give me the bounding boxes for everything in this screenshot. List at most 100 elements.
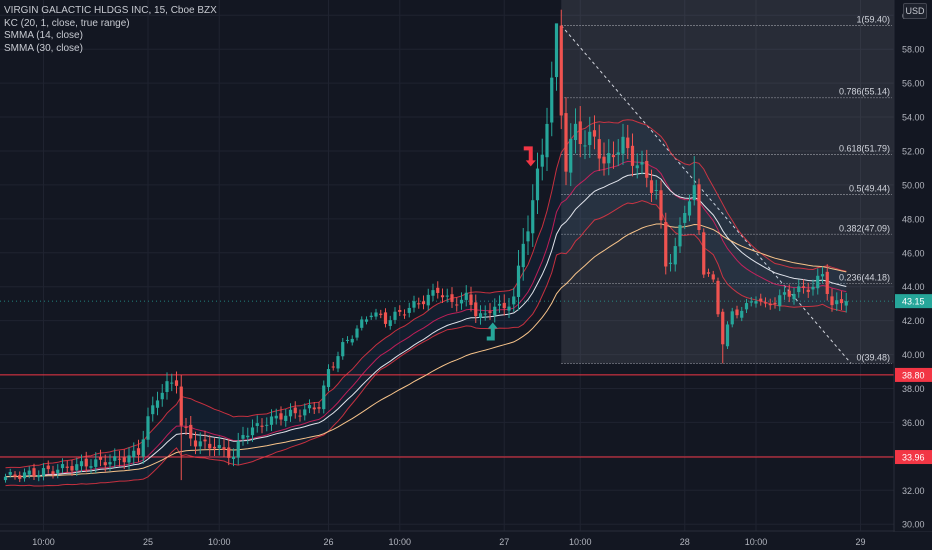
candle-body <box>37 475 41 478</box>
candle-body <box>288 409 293 417</box>
candle-body <box>478 313 483 318</box>
candle-body <box>198 441 202 447</box>
candle-body <box>189 424 193 439</box>
candle-body <box>136 448 141 455</box>
candle-body <box>545 123 549 158</box>
candle-body <box>597 139 601 159</box>
time-tick-label: 29 <box>855 537 865 547</box>
candle-body <box>749 301 753 303</box>
candle-body <box>464 292 468 300</box>
candle-body <box>279 413 283 420</box>
candle-body <box>440 295 445 298</box>
candle-body <box>94 459 98 467</box>
candle-body <box>540 154 544 167</box>
candle-body <box>820 274 825 277</box>
indicator-kc[interactable]: KC (20, 1, close, true range) <box>4 17 130 29</box>
candle-body <box>735 309 739 316</box>
indicator-smma-14[interactable]: SMMA (14, close) <box>4 30 83 41</box>
candle-body <box>630 145 635 166</box>
time-tick-label: 10:00 <box>388 537 411 547</box>
candle-body <box>721 311 725 345</box>
candle-body <box>355 328 359 338</box>
candle-body <box>184 426 188 428</box>
fib-level-label: 1(59.40) <box>856 14 890 24</box>
candle-body <box>46 465 50 470</box>
fibonacci-labels: 1(59.40) 0.786(55.14) 0.618(51.79) 0.5(49.4… <box>839 14 890 362</box>
time-axis: 10:00 25 10:00 26 10:00 27 10:00 28 10:00 29 <box>0 532 932 550</box>
candle-body <box>706 272 711 274</box>
candle-body <box>227 447 231 458</box>
candle-body <box>692 185 696 201</box>
candle-body <box>127 455 131 463</box>
candle-body <box>702 232 706 275</box>
candle-body <box>113 456 117 461</box>
fib-level-label: 0.618(51.79) <box>839 144 890 154</box>
candle-body <box>649 180 654 193</box>
smma-30-line <box>5 223 847 478</box>
candle-body <box>474 302 478 317</box>
indicator-smma-30[interactable]: SMMA (30, close) <box>4 42 83 54</box>
candle-body <box>531 200 535 234</box>
candle-body <box>559 25 563 116</box>
candle-body <box>231 456 236 459</box>
price-tick-label: 58.00 <box>902 45 925 55</box>
price-tick-label: 44.00 <box>902 282 925 292</box>
candle-body <box>516 265 521 298</box>
candle-body <box>269 416 274 425</box>
price-tick-label: 56.00 <box>902 79 925 89</box>
candle-body <box>436 287 440 293</box>
candle-body <box>635 165 639 169</box>
candle-body <box>22 472 27 479</box>
price-tick-label: 50.00 <box>902 180 925 190</box>
candle-body <box>445 295 449 297</box>
candle-body <box>450 294 454 302</box>
candle-body <box>364 319 369 322</box>
candlesticks <box>3 9 848 483</box>
candle-body <box>350 338 354 343</box>
candle-body <box>260 425 264 427</box>
candle-body <box>839 299 844 304</box>
currency-button[interactable]: USD <box>903 3 927 19</box>
candle-body <box>398 310 402 312</box>
kc-upper-line <box>5 119 847 469</box>
candle-body <box>806 289 810 292</box>
fib-level-label: 0.786(55.14) <box>839 87 890 97</box>
price-tick-label: 42.00 <box>902 316 925 326</box>
candle-body <box>550 77 554 123</box>
time-axis-bg <box>0 532 932 550</box>
candle-body <box>583 145 587 147</box>
candle-body <box>797 286 801 293</box>
time-tick-label: 26 <box>323 537 333 547</box>
candle-body <box>341 342 345 357</box>
kc-lower-line <box>5 200 847 487</box>
candle-body <box>792 293 796 300</box>
candle-body <box>825 271 829 294</box>
level-price-label: 38.80 <box>902 370 925 380</box>
candle-body <box>222 447 226 450</box>
candle-body <box>402 314 407 316</box>
candle-body <box>611 155 616 158</box>
candle-body <box>664 221 668 267</box>
candle-body <box>835 300 839 305</box>
candle-body <box>493 306 497 316</box>
candle-body <box>217 445 221 449</box>
candle-body <box>298 415 302 417</box>
price-axis: 30.0032.0034.0036.0038.0040.0042.0044.00… <box>895 0 932 531</box>
candle-body <box>626 137 630 149</box>
candle-body <box>773 302 777 304</box>
candle-body <box>75 464 79 471</box>
candle-body <box>687 201 692 216</box>
price-tick-label: 30.00 <box>902 520 925 530</box>
candle-body <box>459 299 464 304</box>
candle-body <box>284 415 288 421</box>
candle-body <box>412 301 416 308</box>
candle-body <box>208 443 212 449</box>
candle-body <box>360 319 364 328</box>
candle-body <box>763 302 768 304</box>
candle-body <box>421 301 426 305</box>
chart-legend: VIRGIN GALACTIC HLDGS INC, 15, Cboe BZX … <box>4 5 217 55</box>
candle-body <box>41 468 46 477</box>
candle-body <box>711 274 715 280</box>
candle-body <box>787 290 791 297</box>
